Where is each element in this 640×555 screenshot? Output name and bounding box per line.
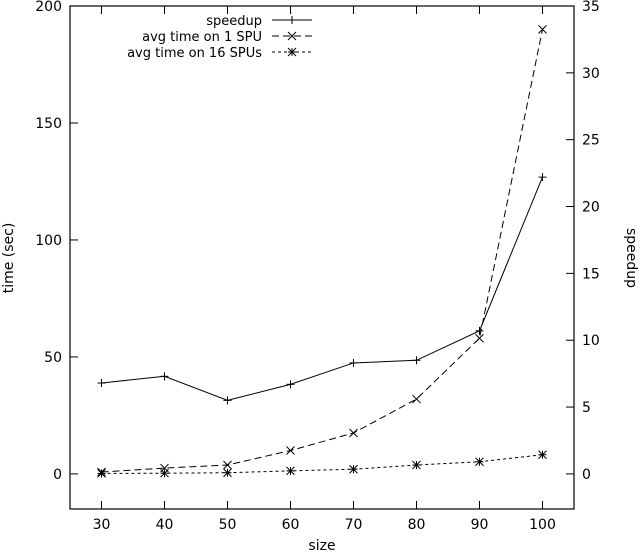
series-0-point-7 [538, 173, 547, 182]
y-tick-label-3: 150 [35, 116, 62, 132]
x-tick-label-2: 50 [219, 517, 237, 533]
series-line-2 [101, 454, 543, 474]
y2-tick-label-1: 5 [582, 400, 591, 416]
series-2-point-4 [349, 464, 358, 474]
legend-label-1: avg time on 1 SPU [142, 30, 262, 45]
y2-axis-label: speedup [623, 228, 639, 288]
x-tick-label-6: 90 [471, 517, 489, 533]
legend-marker-2 [287, 47, 297, 57]
y-tick-label-2: 100 [35, 233, 62, 249]
series-1-point-3 [286, 446, 295, 455]
legend-marker-1 [287, 31, 297, 41]
legend-label-2: avg time on 16 SPUs [127, 46, 262, 61]
y-tick-label-4: 200 [35, 0, 62, 15]
legend-marker-0 [288, 16, 296, 24]
series-2-point-1 [160, 468, 169, 478]
y2-tick-label-3: 15 [582, 266, 600, 282]
x-tick-label-1: 40 [156, 517, 174, 533]
y2-tick-label-2: 10 [582, 333, 600, 349]
y-axis-right: 0 5 10 15 20 25 30 35 [566, 0, 600, 483]
series-1-point-5 [412, 394, 421, 404]
series-2-point-7 [538, 450, 547, 460]
y2-tick-label-7: 35 [582, 0, 600, 15]
series-line-1 [101, 29, 543, 473]
series-0-point-2 [223, 396, 232, 405]
series-2-point-2 [223, 468, 232, 478]
x-tick-label-7: 100 [529, 517, 556, 533]
series-1-point-6 [475, 333, 484, 343]
y-axis-label: time (sec) [1, 223, 17, 294]
x-tick-label-0: 30 [93, 517, 111, 533]
x-axis-label: size [308, 538, 335, 554]
x-tick-label-3: 60 [282, 517, 300, 533]
series-0-point-6 [475, 326, 484, 335]
legend-label-0: speedup [206, 14, 262, 29]
series-1-point-7 [538, 25, 547, 34]
series-0-point-0 [97, 378, 106, 387]
series-1-point-2 [223, 460, 232, 470]
y-axis-left: 0 50 100 150 200 [35, 0, 78, 483]
plot-frame [69, 5, 575, 510]
series-2-point-0 [97, 469, 106, 478]
series-0-point-3 [286, 380, 295, 389]
series-line-0 [101, 176, 543, 401]
series-2-point-5 [412, 460, 421, 470]
series-layer [97, 25, 547, 478]
y-tick-label-1: 50 [44, 350, 62, 366]
x-tick-label-4: 70 [345, 517, 363, 533]
x-axis: 30 40 50 60 70 80 90 100 [93, 6, 556, 533]
series-2-point-3 [286, 466, 295, 476]
y2-tick-label-0: 0 [582, 467, 591, 483]
y2-tick-label-5: 25 [582, 133, 600, 149]
series-0-point-1 [160, 372, 169, 381]
y-tick-label-0: 0 [53, 467, 62, 483]
series-0-point-4 [349, 358, 358, 367]
series-2-point-6 [475, 457, 484, 467]
series-1-point-4 [349, 428, 358, 438]
x-tick-label-5: 80 [408, 517, 426, 533]
y2-tick-label-6: 30 [582, 66, 600, 82]
series-0-point-5 [412, 356, 421, 365]
y2-tick-label-4: 20 [582, 200, 600, 216]
